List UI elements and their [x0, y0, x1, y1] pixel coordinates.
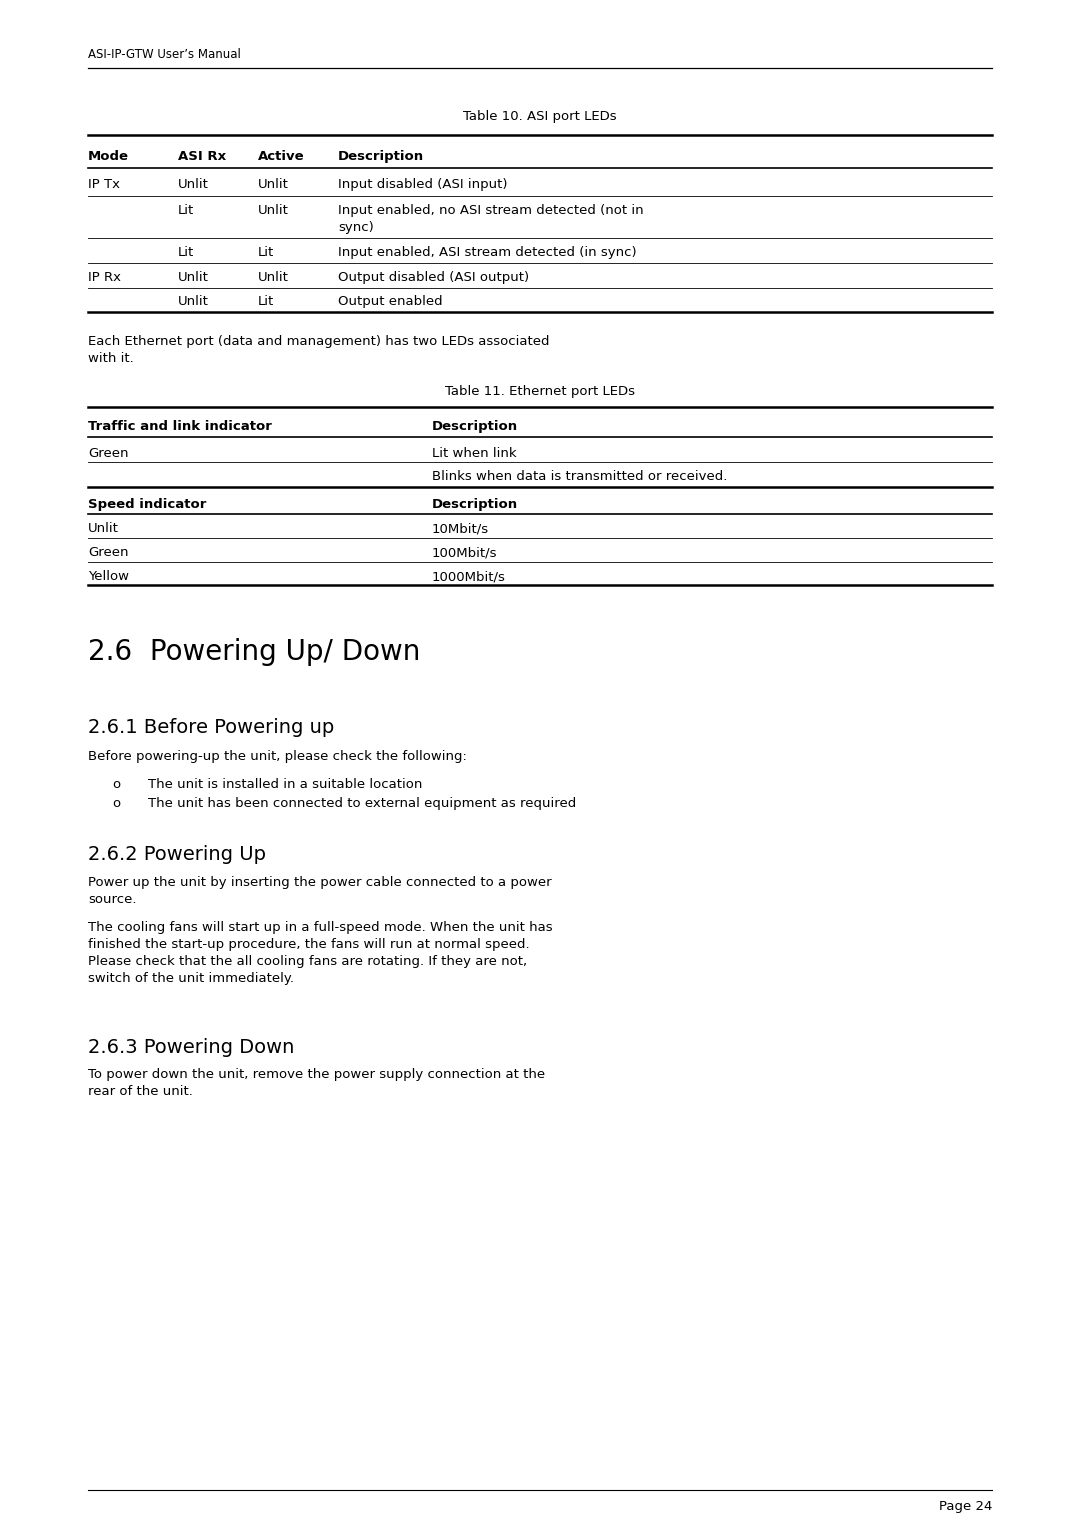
- Text: Green: Green: [87, 547, 129, 559]
- Text: 100Mbit/s: 100Mbit/s: [432, 547, 498, 559]
- Text: rear of the unit.: rear of the unit.: [87, 1086, 193, 1098]
- Text: 10Mbit/s: 10Mbit/s: [432, 522, 489, 534]
- Text: The cooling fans will start up in a full-speed mode. When the unit has: The cooling fans will start up in a full…: [87, 921, 553, 935]
- Text: Table 10. ASI port LEDs: Table 10. ASI port LEDs: [463, 110, 617, 124]
- Text: Table 11. Ethernet port LEDs: Table 11. Ethernet port LEDs: [445, 385, 635, 399]
- Text: Lit when link: Lit when link: [432, 447, 516, 460]
- Text: Please check that the all cooling fans are rotating. If they are not,: Please check that the all cooling fans a…: [87, 954, 527, 968]
- Text: Unlit: Unlit: [87, 522, 119, 534]
- Text: 2.6.2 Powering Up: 2.6.2 Powering Up: [87, 844, 266, 864]
- Text: o: o: [112, 797, 120, 809]
- Text: Output enabled: Output enabled: [338, 295, 443, 308]
- Text: Lit: Lit: [178, 246, 194, 260]
- Text: Unlit: Unlit: [178, 179, 208, 191]
- Text: The unit has been connected to external equipment as required: The unit has been connected to external …: [148, 797, 577, 809]
- Text: Traffic and link indicator: Traffic and link indicator: [87, 420, 272, 434]
- Text: Input enabled, ASI stream detected (in sync): Input enabled, ASI stream detected (in s…: [338, 246, 636, 260]
- Text: IP Rx: IP Rx: [87, 270, 121, 284]
- Text: Green: Green: [87, 447, 129, 460]
- Text: Lit: Lit: [258, 246, 274, 260]
- Text: Yellow: Yellow: [87, 570, 129, 583]
- Text: sync): sync): [338, 221, 374, 234]
- Text: The unit is installed in a suitable location: The unit is installed in a suitable loca…: [148, 777, 422, 791]
- Text: Output disabled (ASI output): Output disabled (ASI output): [338, 270, 529, 284]
- Text: 2.6  Powering Up/ Down: 2.6 Powering Up/ Down: [87, 638, 420, 666]
- Text: ASI Rx: ASI Rx: [178, 150, 226, 163]
- Text: Speed indicator: Speed indicator: [87, 498, 206, 512]
- Text: Unlit: Unlit: [258, 205, 288, 217]
- Text: Input enabled, no ASI stream detected (not in: Input enabled, no ASI stream detected (n…: [338, 205, 644, 217]
- Text: source.: source.: [87, 893, 136, 906]
- Text: IP Tx: IP Tx: [87, 179, 120, 191]
- Text: switch of the unit immediately.: switch of the unit immediately.: [87, 973, 294, 985]
- Text: finished the start-up procedure, the fans will run at normal speed.: finished the start-up procedure, the fan…: [87, 938, 529, 951]
- Text: Unlit: Unlit: [178, 295, 208, 308]
- Text: Active: Active: [258, 150, 305, 163]
- Text: Each Ethernet port (data and management) has two LEDs associated: Each Ethernet port (data and management)…: [87, 334, 550, 348]
- Text: Page 24: Page 24: [939, 1500, 993, 1513]
- Text: To power down the unit, remove the power supply connection at the: To power down the unit, remove the power…: [87, 1067, 545, 1081]
- Text: Lit: Lit: [258, 295, 274, 308]
- Text: Description: Description: [338, 150, 424, 163]
- Text: ASI-IP-GTW User’s Manual: ASI-IP-GTW User’s Manual: [87, 47, 241, 61]
- Text: 2.6.1 Before Powering up: 2.6.1 Before Powering up: [87, 718, 334, 738]
- Text: o: o: [112, 777, 120, 791]
- Text: Before powering-up the unit, please check the following:: Before powering-up the unit, please chec…: [87, 750, 467, 764]
- Text: Input disabled (ASI input): Input disabled (ASI input): [338, 179, 508, 191]
- Text: 1000Mbit/s: 1000Mbit/s: [432, 570, 505, 583]
- Text: Description: Description: [432, 420, 518, 434]
- Text: Unlit: Unlit: [258, 270, 288, 284]
- Text: Lit: Lit: [178, 205, 194, 217]
- Text: Unlit: Unlit: [258, 179, 288, 191]
- Text: Mode: Mode: [87, 150, 129, 163]
- Text: 2.6.3 Powering Down: 2.6.3 Powering Down: [87, 1038, 295, 1057]
- Text: with it.: with it.: [87, 353, 134, 365]
- Text: Blinks when data is transmitted or received.: Blinks when data is transmitted or recei…: [432, 470, 727, 483]
- Text: Power up the unit by inserting the power cable connected to a power: Power up the unit by inserting the power…: [87, 876, 552, 889]
- Text: Unlit: Unlit: [178, 270, 208, 284]
- Text: Description: Description: [432, 498, 518, 512]
